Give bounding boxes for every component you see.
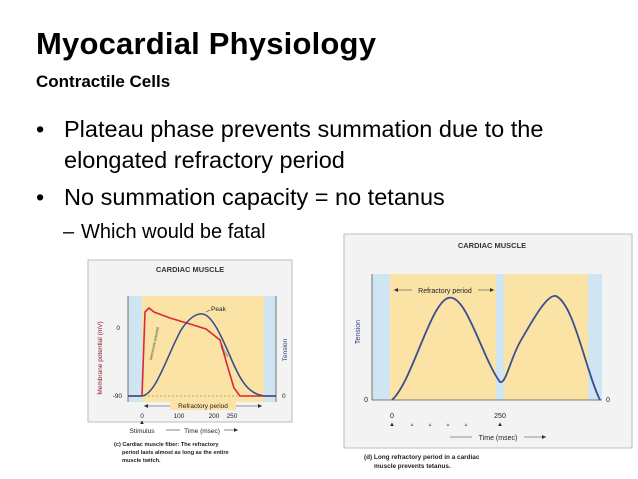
stimulus-marker: ▲: [464, 422, 469, 428]
x-axis-label: Time (msec): [184, 428, 220, 435]
stimulus-marker: ▲: [139, 420, 145, 426]
caption-line: muscle twitch.: [122, 458, 161, 464]
y-tick-label: -90: [113, 393, 123, 400]
tension-curve: [391, 295, 601, 401]
x-tick-label: 250: [227, 413, 238, 420]
blue-band: [128, 296, 142, 402]
figure-cardiac-fiber: CARDIAC MUSCLE 0 -90 0 Membrane potentia…: [86, 258, 294, 476]
figure-refractory-tetanus: CARDIAC MUSCLE Tension 0 0 Refractory pe…: [342, 232, 634, 476]
y-axis-label-right: Tension: [282, 338, 289, 361]
figure-header: CARDIAC MUSCLE: [458, 241, 526, 250]
y-tick-label: 0: [116, 325, 120, 332]
x-tick-label: 100: [174, 413, 185, 420]
bullet-text: Plateau phase prevents summation due to …: [64, 116, 544, 173]
blue-band: [372, 274, 390, 400]
x-tick-label: 0: [140, 413, 144, 420]
stimulus-marker: ▲: [410, 422, 415, 428]
y-axis-label: Tension: [355, 320, 362, 344]
x-axis-arrow-head: [542, 435, 546, 439]
right-zero-label: 0: [282, 393, 286, 400]
refractory-zone: [504, 274, 588, 400]
slide-title: Myocardial Physiology: [36, 26, 377, 61]
refractory-label: Refractory period: [178, 403, 228, 410]
blue-band: [588, 274, 602, 400]
bullet-text: No summation capacity = no tetanus: [64, 184, 445, 210]
tension-curve: [128, 313, 276, 397]
peak-label: Peak: [211, 306, 227, 313]
blue-band: [496, 274, 504, 400]
bullet-item: • No summation capacity = no tetanus: [36, 182, 616, 213]
slide-subtitle: Contractile Cells: [36, 72, 171, 91]
caption-line: (c) Cardiac muscle fiber: The refractory: [114, 442, 219, 448]
bullet-marker: •: [36, 116, 45, 142]
refractory-label: Refractory period: [418, 288, 472, 295]
sub-bullet-item: – Which would be fatal: [36, 219, 616, 245]
peak-pointer: [205, 309, 211, 313]
blue-band: [264, 296, 276, 402]
x-axis-label: Time (msec): [479, 435, 518, 442]
bullet-marker: •: [36, 184, 45, 210]
stimulus-marker: ▲: [497, 422, 503, 428]
figure-header: CARDIAC MUSCLE: [156, 265, 224, 274]
caption-line: (d) Long refractory period in a cardiac: [364, 454, 480, 461]
x-tick-label: 250: [494, 413, 506, 420]
membrane-curve-label: Membrane potential: [149, 326, 160, 360]
refractory-label-bg: [170, 401, 236, 410]
caption-line: muscle prevents tetanus.: [374, 463, 451, 470]
x-tick-label: 0: [390, 413, 394, 420]
bullet-item: • Plateau phase prevents summation due t…: [36, 114, 616, 176]
sub-bullet-marker: –: [63, 221, 75, 243]
y-axis-label-left: Membrane potential (mV): [97, 321, 104, 394]
tension-curve-label: Tension: [219, 345, 229, 358]
stimulus-marker: ▲: [428, 422, 433, 428]
membrane-potential-curve: [128, 306, 276, 397]
zero-label-right: 0: [606, 397, 610, 404]
refractory-label-bg: [412, 285, 478, 295]
stimulus-label: Stimulus: [130, 428, 156, 435]
x-tick-label: 200: [209, 413, 220, 420]
stimulus-marker: ▲: [389, 422, 395, 428]
zero-label-left: 0: [364, 397, 368, 404]
x-axis-arrow-head: [234, 428, 238, 432]
stimulus-marker: ▲: [446, 422, 451, 428]
caption-line: period lasts almost as long as the entir…: [122, 450, 229, 456]
bullet-list: • Plateau phase prevents summation due t…: [36, 114, 616, 245]
sub-bullet-text: Which would be fatal: [81, 221, 266, 243]
